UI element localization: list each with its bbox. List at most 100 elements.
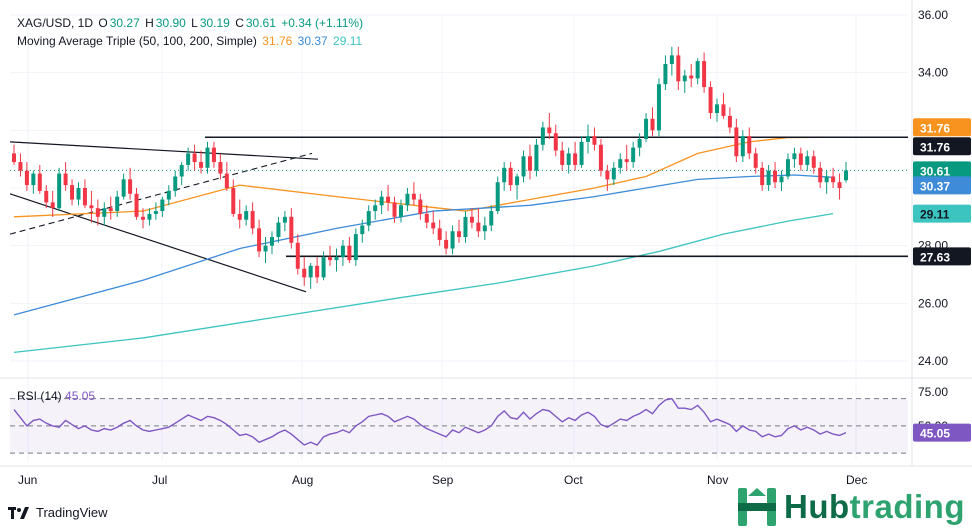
candle-body	[340, 245, 345, 258]
hubtrading-logo: Hubtrading	[736, 488, 965, 526]
candle-body	[773, 170, 778, 183]
candle-body	[805, 156, 810, 165]
candle-body	[521, 156, 526, 177]
candle-body	[444, 239, 449, 249]
candle-body	[766, 170, 771, 186]
candle-body	[844, 170, 848, 181]
candle-body	[373, 205, 378, 212]
close-label: C	[235, 16, 244, 30]
close-value: 30.61	[245, 16, 276, 30]
candle-body	[650, 118, 655, 131]
candle-body	[231, 188, 236, 214]
ma100-price-label-bg	[913, 176, 971, 195]
candle-body	[315, 265, 320, 278]
candle-body	[192, 153, 197, 163]
candle-body	[734, 127, 739, 157]
rsi-price-label-bg	[913, 423, 971, 442]
x-tick-label: Oct	[564, 473, 583, 487]
candle-body	[44, 190, 49, 203]
candle-body	[392, 202, 397, 217]
ma200-value: 29.11	[333, 34, 363, 48]
candle-body	[76, 188, 81, 200]
candle-body	[682, 75, 687, 82]
candle-body	[424, 213, 429, 223]
candle-body	[302, 268, 307, 278]
resistance-price-label: 31.76	[920, 140, 950, 154]
candle-body	[160, 199, 165, 212]
tradingview-logo[interactable]: TradingView	[8, 505, 108, 520]
tradingview-icon	[8, 506, 29, 519]
ma-label[interactable]: Moving Average Triple (50, 100, 200, Sim…	[17, 34, 257, 48]
candle-body	[244, 211, 249, 220]
candle-body	[566, 153, 571, 165]
resistance-price-label-bg	[913, 137, 971, 156]
candle-body	[450, 231, 455, 249]
rsi-line	[13, 397, 847, 446]
support-price-label-bg	[913, 247, 971, 266]
candle-body	[586, 136, 591, 142]
candle-body	[618, 159, 623, 168]
candle-body	[95, 208, 100, 217]
candle-body	[153, 211, 158, 214]
grid	[0, 0, 972, 467]
symbol-label[interactable]: XAG/USD, 1D	[17, 16, 94, 30]
candle-body	[276, 222, 281, 238]
x-tick-label: Dec	[846, 473, 867, 487]
candle-body	[482, 225, 487, 232]
candle-body	[328, 257, 333, 261]
candle-body	[186, 153, 191, 165]
candle-body	[115, 196, 120, 212]
candle-body	[353, 234, 358, 261]
candle-body	[656, 84, 661, 131]
candle-body	[753, 153, 758, 168]
candle-body	[715, 104, 720, 114]
candle-body	[495, 182, 500, 212]
trendline-dashed	[9, 152, 313, 235]
current-price-label-bg	[913, 161, 971, 180]
candle-body	[540, 127, 545, 145]
low-value: 30.19	[199, 16, 230, 30]
tradingview-text: TradingView	[36, 505, 108, 520]
support-price-label: 27.63	[920, 250, 950, 264]
candle-body	[63, 173, 68, 186]
candle-body	[50, 202, 55, 209]
y-tick-label: 24.00	[918, 354, 948, 368]
rsi-label[interactable]: RSI (14)	[17, 389, 62, 403]
candle-body	[379, 196, 384, 206]
candle-body	[82, 188, 87, 206]
candle-body	[818, 167, 823, 183]
candle-body	[282, 216, 287, 223]
candle-body	[708, 87, 713, 114]
candle-body	[695, 61, 700, 79]
candle-body	[102, 208, 107, 217]
candle-body	[224, 173, 229, 188]
rsi-line	[13, 397, 847, 446]
candle-body	[508, 167, 513, 186]
candle-body	[457, 231, 462, 238]
candle-body	[237, 213, 242, 220]
candle-body	[573, 153, 578, 165]
candle-body	[669, 55, 674, 65]
candle-body	[469, 216, 474, 223]
candle-body	[547, 127, 552, 134]
y-tick-label: 36.00	[918, 8, 948, 22]
candle-body	[199, 162, 204, 168]
ma200-price-label-bg	[913, 204, 971, 223]
candle-body	[18, 162, 23, 171]
candle-body	[31, 173, 36, 186]
trendline-lower	[9, 193, 307, 293]
candle-body	[727, 115, 732, 128]
ma50-price-label: 31.76	[920, 121, 950, 135]
rsi-tick-label: 75.00	[918, 385, 948, 399]
candle-body	[476, 222, 481, 232]
candle-body	[560, 150, 565, 165]
candle-body	[534, 144, 539, 171]
candle-body	[289, 216, 294, 243]
candle-body	[798, 153, 803, 165]
candle-body	[411, 193, 416, 200]
x-tick-label: Jun	[18, 473, 37, 487]
high-label: H	[145, 16, 154, 30]
candle-body	[121, 179, 126, 197]
candle-body	[89, 205, 94, 209]
